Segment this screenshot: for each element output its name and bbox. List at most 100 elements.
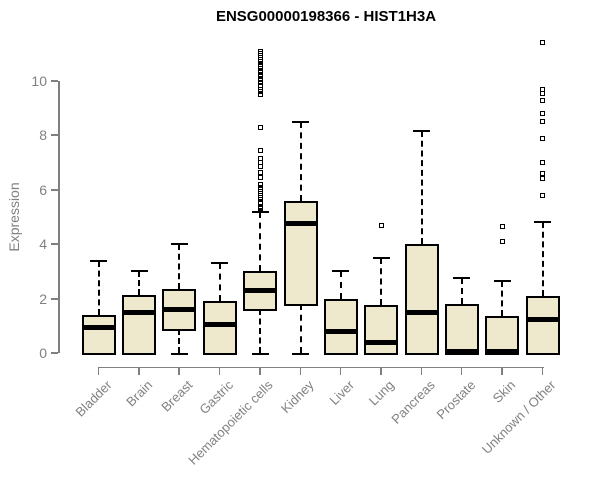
box-iqr [122,294,157,355]
upper-whisker-cap [453,277,471,280]
median-line [162,306,197,312]
outlier-point [540,160,546,166]
y-tick-label: 8 [39,127,47,144]
median-line [202,321,237,327]
box-iqr [81,314,116,355]
outlier-point [257,63,263,69]
upper-whisker [339,271,342,299]
outlier-point [257,79,263,85]
outlier-point [257,77,263,83]
y-axis-tick [51,80,58,82]
outlier-point [540,176,546,182]
x-axis-tick [178,366,180,375]
median-line [122,309,157,315]
upper-whisker [501,280,504,317]
x-category-label: Skin [489,377,519,406]
lower-whisker [299,304,302,353]
upper-whisker-cap [130,270,148,273]
y-axis-tick [51,243,58,246]
x-axis-tick [97,366,100,375]
x-category-label: Kidney [277,377,317,417]
x-axis-line [97,366,544,368]
x-axis-tick [339,366,342,375]
outlier-point [257,181,263,187]
x-category-label: Bladder [72,377,115,420]
outlier-point [257,169,263,175]
y-axis-line [58,81,60,353]
x-axis-tick [380,366,382,375]
x-category-label: Pancreas [388,377,438,427]
median-line [485,349,520,355]
outlier-point [257,89,263,95]
upper-whisker [460,278,463,305]
x-category-label: Breast [158,377,196,415]
box-iqr [525,295,560,355]
x-axis-tick [460,366,463,375]
outlier-point [540,40,546,46]
outlier-point [540,119,546,125]
x-axis-tick [218,366,221,375]
outlier-point [499,238,505,244]
lower-whisker [178,328,181,353]
median-line [444,349,479,355]
median-line [81,324,116,330]
x-category-label: Unknown / Other [478,377,559,457]
upper-whisker-cap [332,270,350,273]
outlier-point [257,164,263,170]
upper-whisker [218,263,221,302]
chart-title: ENSG00000198366 - HIST1H3A [215,8,437,25]
upper-whisker [541,222,544,296]
upper-whisker [178,244,181,290]
outlier-point [257,68,263,74]
upper-whisker [259,211,262,272]
median-line [283,221,318,227]
y-axis-tick [51,352,58,354]
outlier-point [257,124,263,130]
x-axis-tick [541,366,544,375]
x-category-label: Liver [326,377,357,408]
upper-whisker-cap [211,262,229,265]
x-category-label: Lung [366,377,398,409]
outlier-point [540,170,546,176]
outlier-point [540,97,546,103]
x-axis-tick [299,366,301,375]
lower-whisker-cap [170,353,188,355]
box-iqr [283,200,318,307]
upper-whisker-cap [413,130,431,133]
upper-whisker [299,121,302,201]
outlier-point [540,111,546,117]
outlier-point [257,71,263,77]
upper-whisker-cap [493,279,511,282]
median-line [364,339,399,345]
upper-whisker-cap [534,221,552,224]
x-category-label: Brain [122,377,155,410]
box-iqr [364,305,399,355]
y-axis-tick [51,134,58,137]
y-tick-label: 4 [39,236,47,253]
outlier-point [540,90,546,96]
y-tick-label: 10 [31,73,47,89]
upper-whisker-cap [90,259,108,262]
box-iqr [202,301,237,355]
outlier-point [257,66,263,72]
outlier-point [257,86,263,92]
y-axis-tick [51,297,58,300]
x-category-label: Prostate [433,377,478,423]
upper-whisker [138,271,141,295]
x-category-label: Gastric [195,377,236,418]
outlier-point [257,56,263,62]
y-axis-tick [51,188,58,191]
y-tick-label: 2 [39,290,47,307]
outlier-point [499,224,505,230]
median-line [404,309,439,315]
lower-whisker-cap [251,353,269,355]
outlier-point [540,192,546,198]
upper-whisker [380,257,383,306]
outlier-point [257,92,263,98]
y-tick-label: 0 [39,345,47,361]
upper-whisker-cap [292,120,309,123]
y-tick-label: 6 [39,181,47,198]
upper-whisker-cap [170,243,188,246]
median-line [243,287,278,293]
